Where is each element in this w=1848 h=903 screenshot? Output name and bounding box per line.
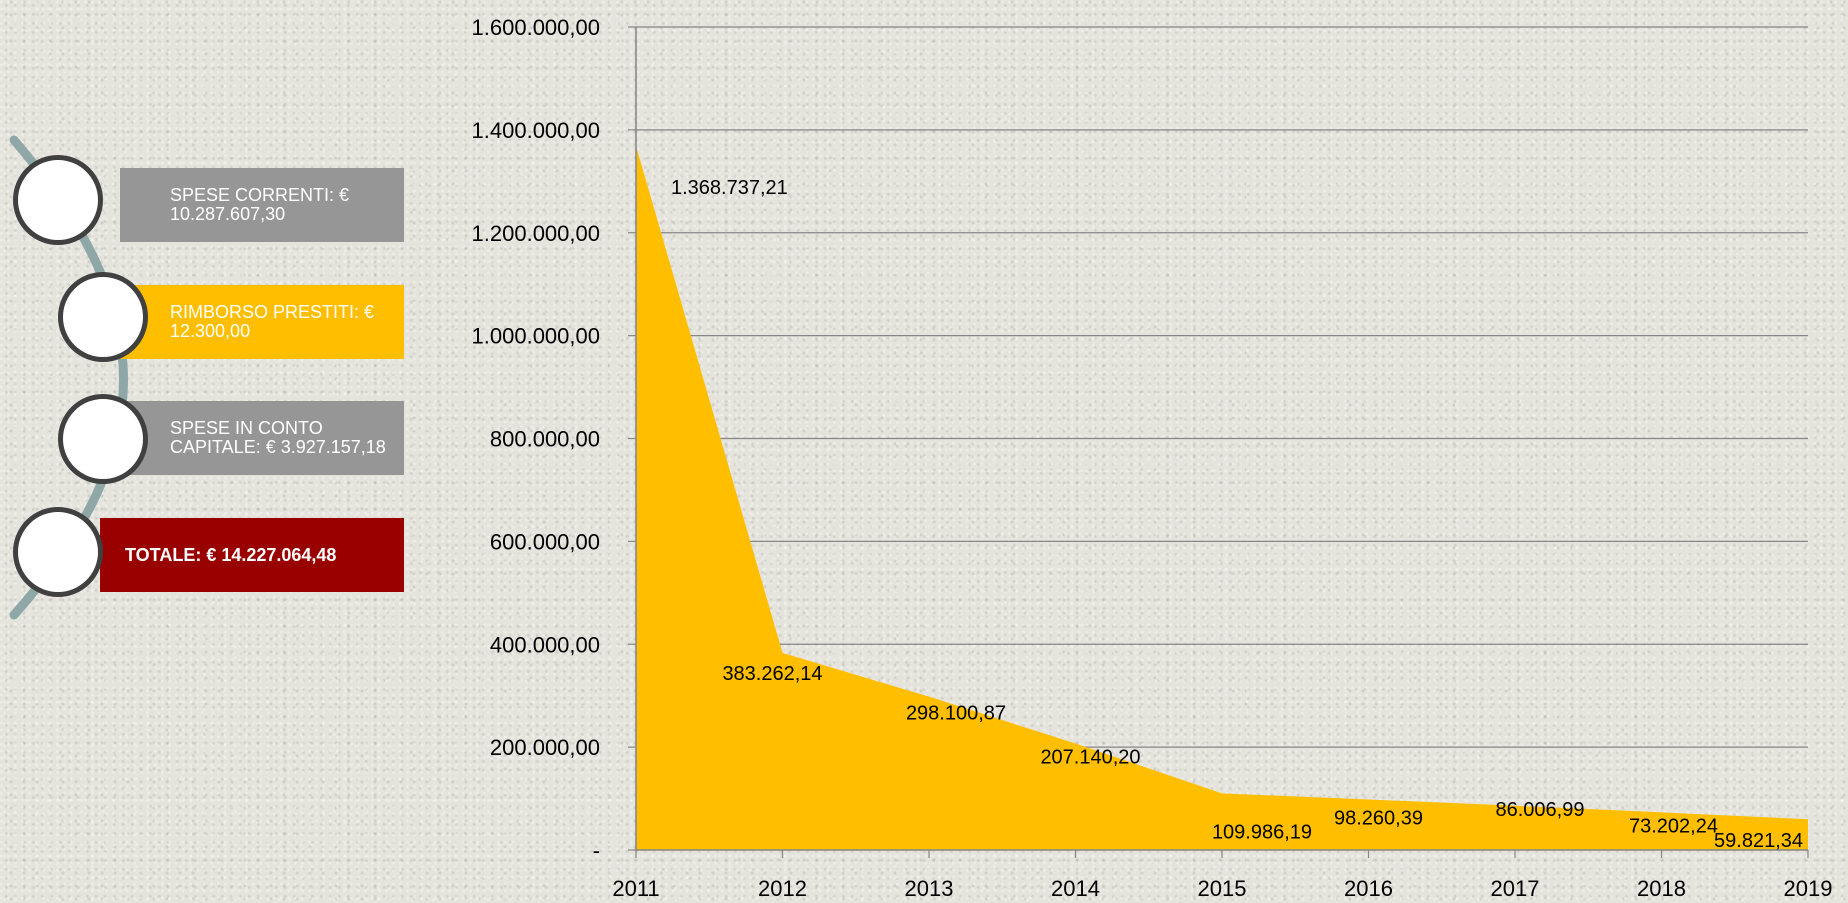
y-tick-label: 200.000,00	[490, 735, 600, 760]
x-tick-label: 2016	[1344, 876, 1393, 901]
x-tick-label: 2014	[1051, 876, 1100, 901]
data-labels: 1.368.737,21 383.262,14 298.100,87 207.140,…	[671, 177, 1803, 852]
legend-marker-circle	[13, 507, 103, 597]
area-series	[636, 145, 1808, 850]
legend-item-label: TOTALE: € 14.227.064,48	[125, 544, 337, 565]
legend-item-totale: TOTALE: € 14.227.064,48	[100, 518, 404, 592]
axes: - 200.000,00 400.000,00 600.000,00 800.000,0…	[472, 15, 1833, 901]
data-label: 298.100,87	[906, 703, 1006, 725]
x-tick-label: 2011	[612, 876, 659, 901]
data-label: 1.368.737,21	[671, 177, 788, 199]
x-tick-label: 2019	[1784, 876, 1833, 901]
legend-marker-circle	[13, 155, 103, 245]
y-tick-label: 1.400.000,00	[472, 118, 600, 143]
legend-marker-circle	[58, 394, 148, 484]
data-label: 73.202,24	[1629, 815, 1718, 837]
y-tick-label: 1.200.000,00	[472, 221, 600, 246]
y-tick-label: -	[593, 838, 600, 863]
x-tick-label: 2012	[758, 876, 807, 901]
x-tick-label: 2017	[1491, 876, 1540, 901]
legend-item-spese-conto-capitale: SPESE IN CONTO CAPITALE: € 3.927.157,18	[120, 401, 404, 475]
y-tick-label: 600.000,00	[490, 529, 600, 554]
area-fill	[636, 145, 1808, 850]
x-tick-label: 2018	[1637, 876, 1686, 901]
y-tick-label: 800.000,00	[490, 427, 600, 452]
legend-item-label: RIMBORSO PRESTITI: € 12.300,00	[170, 302, 375, 341]
data-label: 86.006,99	[1496, 799, 1585, 821]
data-label: 383.262,14	[722, 663, 822, 685]
data-label: 207.140,20	[1040, 746, 1140, 768]
data-label: 98.260,39	[1334, 807, 1423, 829]
legend-marker-circle	[58, 272, 148, 362]
legend-item-label: SPESE CORRENTI: € 10.287.607,30	[170, 185, 350, 224]
y-tick-label: 400.000,00	[490, 632, 600, 657]
gridlines	[636, 26, 1808, 748]
y-tick-label: 1.600.000,00	[472, 15, 600, 40]
legend-item-spese-correnti: SPESE CORRENTI: € 10.287.607,30	[120, 168, 404, 242]
legend-item-rimborso-prestiti: RIMBORSO PRESTITI: € 12.300,00	[120, 285, 404, 359]
x-tick-label: 2015	[1198, 876, 1247, 901]
data-label: 59.821,34	[1714, 830, 1803, 852]
summary-legend: SPESE CORRENTI: € 10.287.607,30 RIMBORSO…	[0, 0, 420, 903]
y-tick-label: 1.000.000,00	[472, 324, 600, 349]
legend-item-label: SPESE IN CONTO CAPITALE: € 3.927.157,18	[170, 418, 386, 457]
data-label: 109.986,19	[1212, 821, 1312, 843]
x-tick-label: 2013	[905, 876, 954, 901]
